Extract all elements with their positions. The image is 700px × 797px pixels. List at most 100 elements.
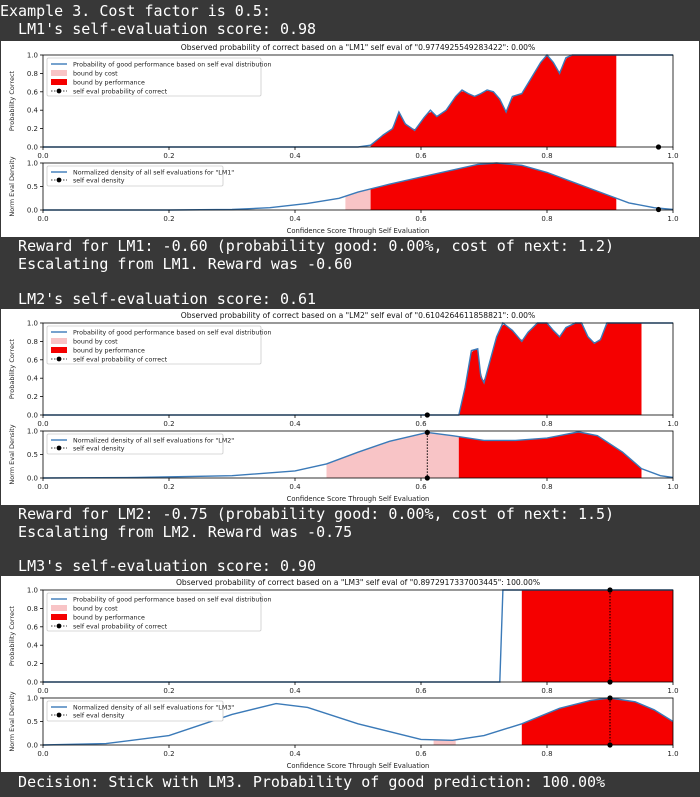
y-tick-label: 1.0: [27, 52, 38, 60]
x-tick-label: 0.6: [415, 152, 427, 160]
legend-box: [46, 592, 262, 632]
curve-line: [43, 162, 674, 211]
x-tick-label: 0.4: [289, 483, 301, 491]
y-tick-label: 0.6: [27, 88, 39, 96]
legend-cost-swatch: [51, 70, 67, 76]
legend-point-swatch: [56, 88, 62, 94]
example-heading: Example 3. Cost factor is 0.5:: [0, 2, 271, 20]
legend-entry: bound by cost: [73, 70, 118, 77]
y-tick-label: 0.2: [27, 393, 38, 401]
x-tick-label: 0.2: [163, 750, 174, 758]
y-tick-label: 1.0: [27, 160, 38, 168]
legend-box: [46, 700, 224, 722]
legend-entry: Normalized density of all self evaluatio…: [73, 437, 234, 444]
x-tick-label: 0.6: [415, 215, 427, 223]
legend-entry: bound by performance: [73, 347, 145, 354]
x-axis-label: Confidence Score Through Self Evaluation: [287, 227, 430, 235]
y-axis-label: Norm Eval Density: [8, 156, 16, 216]
cost-bound-area: [326, 432, 459, 478]
lm1-chart: Observed probability of correct based on…: [8, 43, 679, 235]
y-tick-label: 0.5: [27, 718, 38, 726]
x-tick-label: 0.0: [37, 152, 48, 160]
y-tick-label: 1.0: [27, 320, 38, 328]
y-tick-label: 0.8: [27, 605, 38, 613]
legend-point-swatch: [56, 623, 62, 629]
y-tick-label: 0.0: [27, 742, 38, 750]
x-axis-label: Confidence Score Through Self Evaluation: [287, 495, 430, 503]
legend-perf-swatch: [51, 347, 67, 353]
x-tick-label: 1.0: [667, 483, 678, 491]
x-tick-label: 0.6: [415, 420, 427, 428]
y-tick-label: 0.5: [27, 183, 38, 191]
curve-line: [42, 431, 674, 479]
legend-entry: self eval density: [73, 445, 125, 452]
legend-point-swatch: [56, 356, 62, 362]
y-tick-label: 0.6: [27, 623, 39, 631]
x-tick-label: 1.0: [667, 215, 678, 223]
x-tick-label: 0.2: [163, 215, 174, 223]
lm1-figure: Observed probability of correct based on…: [1, 41, 699, 237]
legend-box: [46, 325, 262, 365]
legend-entry: self eval density: [73, 712, 125, 719]
lm2-reward-line: Reward for LM2: -0.75 (probability good:…: [0, 505, 615, 523]
y-tick-label: 0.0: [27, 412, 38, 420]
lm1-score-line: LM1's self-evaluation score: 0.98: [0, 20, 317, 38]
x-tick-label: 0.8: [541, 483, 552, 491]
x-tick-label: 0.6: [415, 687, 427, 695]
legend-point-swatch: [56, 712, 62, 718]
plot-frame: [42, 54, 674, 148]
x-tick-label: 0.4: [289, 420, 301, 428]
legend-entry: bound by cost: [73, 338, 118, 345]
legend-perf-swatch: [51, 79, 67, 85]
curve-line: [43, 321, 673, 416]
y-tick-label: 0.4: [27, 375, 39, 383]
legend-box: [46, 165, 224, 187]
performance-bound-area: [458, 432, 642, 478]
lm2-chart: Observed probability of correct based on…: [8, 311, 679, 503]
x-tick-label: 0.4: [289, 750, 301, 758]
x-tick-label: 0.6: [415, 483, 427, 491]
y-axis-label: Norm Eval Density: [8, 691, 16, 751]
y-axis-label: Probability Correct: [8, 70, 16, 131]
performance-bound-area: [458, 323, 642, 415]
x-tick-label: 0.0: [37, 420, 48, 428]
x-tick-label: 0.2: [163, 687, 174, 695]
y-tick-label: 0.6: [27, 356, 39, 364]
lm3-score-line: LM3's self-evaluation score: 0.90: [0, 557, 317, 575]
x-tick-label: 0.2: [163, 483, 174, 491]
legend-entry: Normalized density of all self evaluatio…: [73, 169, 234, 176]
y-tick-label: 0.4: [27, 642, 39, 650]
y-tick-label: 0.0: [27, 679, 38, 687]
curve-line: [42, 697, 674, 746]
performance-bound-area: [521, 590, 673, 682]
y-tick-label: 0.0: [27, 475, 38, 483]
self-eval-point: [655, 206, 662, 213]
y-tick-label: 0.0: [27, 144, 38, 152]
x-tick-label: 1.0: [667, 420, 678, 428]
y-tick-label: 1.0: [27, 428, 38, 436]
self-eval-point: [424, 429, 430, 436]
y-axis-label: Probability Correct: [8, 338, 16, 399]
lm1-reward-line: Reward for LM1: -0.60 (probability good:…: [0, 237, 615, 255]
legend-cost-swatch: [51, 338, 67, 344]
x-tick-label: 0.2: [163, 152, 174, 160]
x-tick-label: 0.8: [541, 215, 552, 223]
cost-bound-area: [345, 188, 371, 210]
x-tick-label: 1.0: [667, 750, 678, 758]
x-tick-label: 0.0: [37, 687, 48, 695]
performance-bound-area: [521, 698, 673, 745]
legend-perf-swatch: [51, 614, 67, 620]
y-tick-label: 1.0: [27, 695, 38, 703]
x-tick-label: 0.0: [37, 483, 48, 491]
legend-cost-swatch: [51, 605, 67, 611]
performance-bound-area: [370, 55, 617, 147]
chart-title: Observed probability of correct based on…: [181, 43, 535, 52]
x-tick-label: 1.0: [667, 152, 678, 160]
x-tick-label: 0.0: [37, 750, 48, 758]
legend-entry: bound by performance: [73, 79, 145, 86]
chart-title: Observed probability of correct based on…: [181, 311, 535, 320]
y-tick-label: 1.0: [27, 587, 38, 595]
plot-frame: [42, 589, 674, 683]
x-tick-label: 0.2: [163, 420, 174, 428]
legend-entry: self eval probability of correct: [73, 356, 168, 363]
